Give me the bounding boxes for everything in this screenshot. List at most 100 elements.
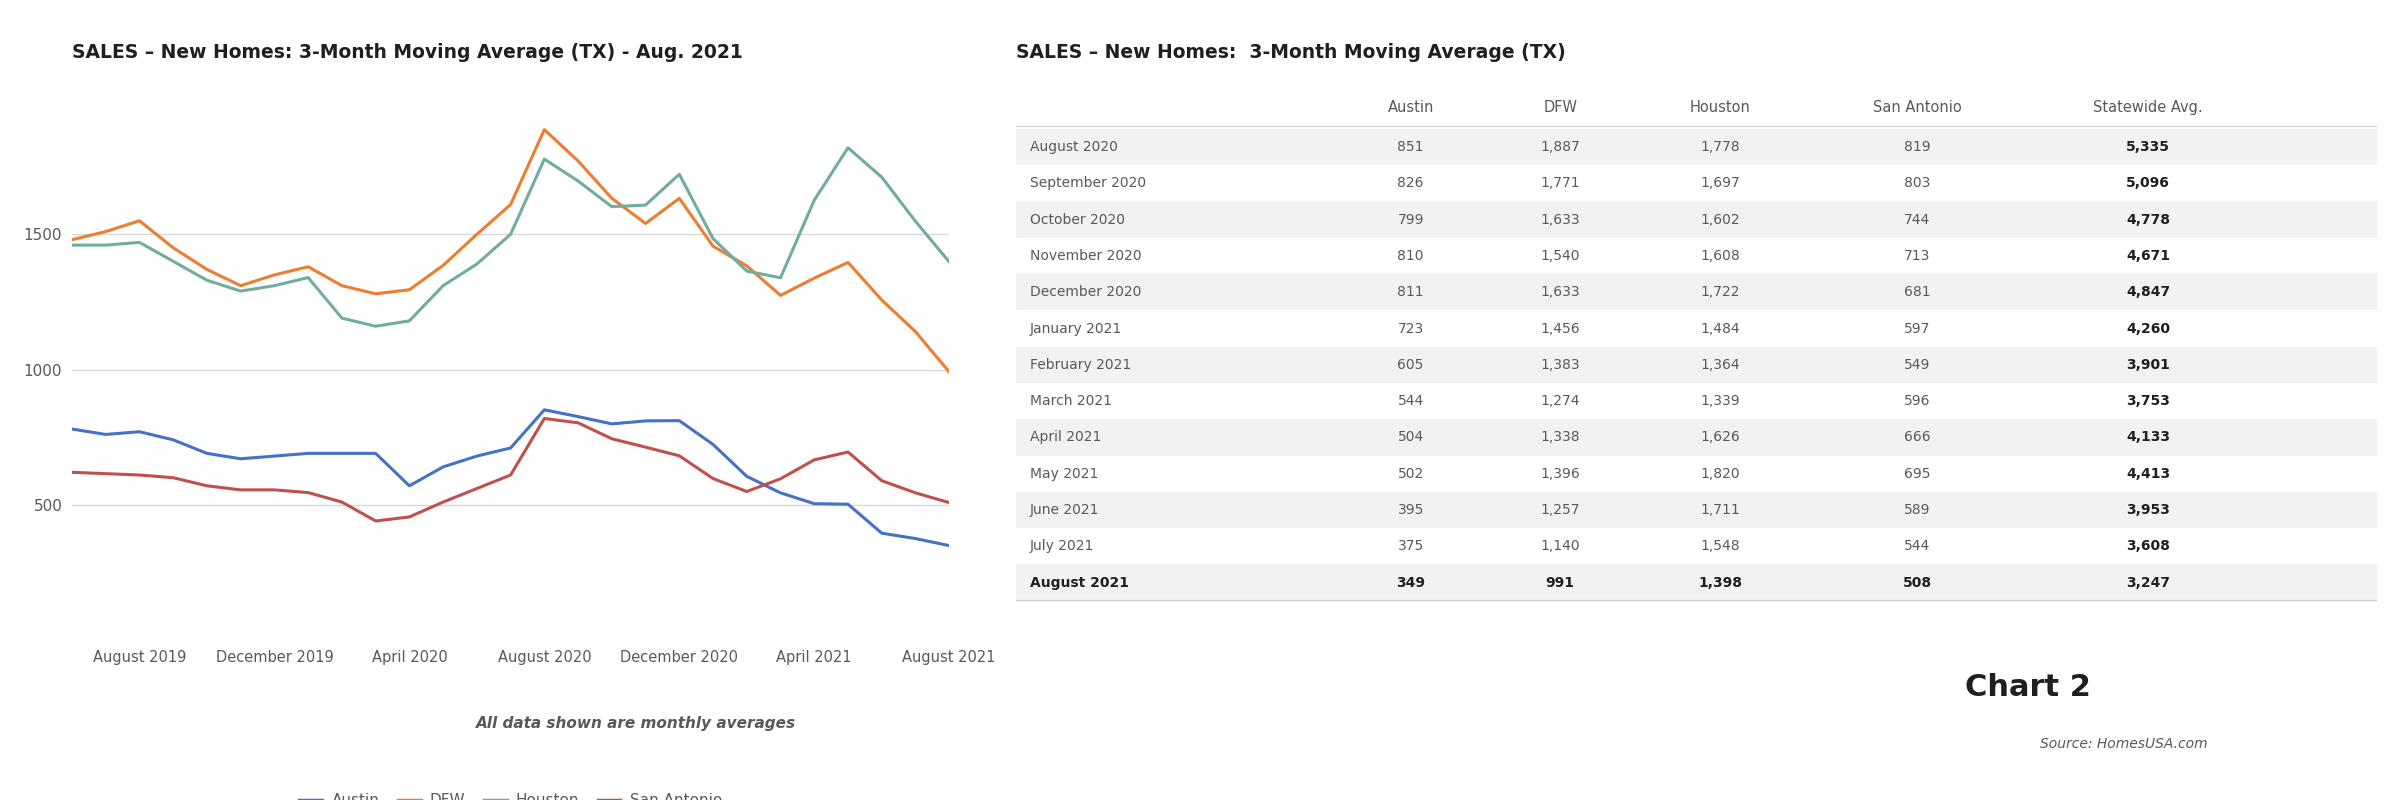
Text: October 2020: October 2020	[1030, 213, 1126, 226]
Text: 810: 810	[1397, 249, 1423, 263]
Bar	[1015, 346, 2376, 383]
Text: SALES – New Homes: 3-Month Moving Average (TX) - Aug. 2021: SALES – New Homes: 3-Month Moving Averag…	[72, 43, 742, 62]
Text: 1,820: 1,820	[1699, 466, 1740, 481]
Bar	[1015, 565, 2376, 601]
Text: 3,608: 3,608	[2126, 539, 2170, 554]
Text: 4,413: 4,413	[2126, 466, 2170, 481]
Text: 1,722: 1,722	[1699, 286, 1740, 299]
Text: 695: 695	[1903, 466, 1930, 481]
Text: 1,338: 1,338	[1541, 430, 1579, 445]
Text: 1,602: 1,602	[1699, 213, 1740, 226]
Text: 5,335: 5,335	[2126, 140, 2170, 154]
Text: 4,671: 4,671	[2126, 249, 2170, 263]
Bar	[1015, 166, 2376, 202]
Text: 1,771: 1,771	[1541, 176, 1579, 190]
Bar	[1015, 528, 2376, 565]
Text: 723: 723	[1397, 322, 1423, 335]
Text: 1,633: 1,633	[1541, 286, 1579, 299]
Text: 4,847: 4,847	[2126, 286, 2170, 299]
Text: 1,339: 1,339	[1699, 394, 1740, 408]
Text: 395: 395	[1397, 503, 1423, 517]
Bar	[1015, 492, 2376, 528]
Bar	[1015, 238, 2376, 274]
Text: May 2021: May 2021	[1030, 466, 1099, 481]
Text: 596: 596	[1903, 394, 1930, 408]
Text: 349: 349	[1397, 575, 1426, 590]
Bar	[1015, 383, 2376, 419]
Text: 549: 549	[1903, 358, 1930, 372]
Text: 799: 799	[1397, 213, 1423, 226]
Text: 1,140: 1,140	[1541, 539, 1579, 554]
Text: All data shown are monthly averages: All data shown are monthly averages	[475, 716, 797, 731]
Text: 851: 851	[1397, 140, 1423, 154]
Text: 4,778: 4,778	[2126, 213, 2170, 226]
Text: 819: 819	[1903, 140, 1930, 154]
Text: 1,398: 1,398	[1697, 575, 1742, 590]
Text: Source: HomesUSA.com: Source: HomesUSA.com	[2040, 737, 2208, 751]
Text: September 2020: September 2020	[1030, 176, 1147, 190]
Text: 544: 544	[1903, 539, 1930, 554]
Text: 1,887: 1,887	[1541, 140, 1579, 154]
Text: 544: 544	[1397, 394, 1423, 408]
Text: 811: 811	[1397, 286, 1423, 299]
Text: DFW: DFW	[1543, 100, 1577, 114]
Text: Chart 2: Chart 2	[1966, 673, 2090, 702]
Text: 605: 605	[1397, 358, 1423, 372]
Text: 3,901: 3,901	[2126, 358, 2170, 372]
Text: 1,383: 1,383	[1541, 358, 1579, 372]
Text: 1,711: 1,711	[1699, 503, 1740, 517]
Legend: Austin, DFW, Houston, San Antonio: Austin, DFW, Houston, San Antonio	[293, 787, 727, 800]
Text: April 2021: April 2021	[1030, 430, 1102, 445]
Text: August 2021: August 2021	[1030, 575, 1128, 590]
Text: 502: 502	[1397, 466, 1423, 481]
Text: 1,257: 1,257	[1541, 503, 1579, 517]
Text: 1,364: 1,364	[1699, 358, 1740, 372]
Text: 1,274: 1,274	[1541, 394, 1579, 408]
Text: 1,778: 1,778	[1699, 140, 1740, 154]
Text: 508: 508	[1903, 575, 1932, 590]
Text: 375: 375	[1397, 539, 1423, 554]
Text: 3,753: 3,753	[2126, 394, 2170, 408]
Text: 1,396: 1,396	[1541, 466, 1579, 481]
Text: 826: 826	[1397, 176, 1423, 190]
Bar	[1015, 310, 2376, 346]
Text: Austin: Austin	[1387, 100, 1433, 114]
Text: 713: 713	[1903, 249, 1930, 263]
Text: 666: 666	[1903, 430, 1930, 445]
Text: March 2021: March 2021	[1030, 394, 1111, 408]
Bar	[1015, 419, 2376, 455]
Text: 3,247: 3,247	[2126, 575, 2170, 590]
Bar	[1015, 274, 2376, 310]
Text: Statewide Avg.: Statewide Avg.	[2093, 100, 2203, 114]
Text: 1,548: 1,548	[1699, 539, 1740, 554]
Text: 803: 803	[1903, 176, 1930, 190]
Text: 991: 991	[1546, 575, 1574, 590]
Text: 1,540: 1,540	[1541, 249, 1579, 263]
Text: December 2020: December 2020	[1030, 286, 1142, 299]
Text: 681: 681	[1903, 286, 1930, 299]
Text: 5,096: 5,096	[2126, 176, 2170, 190]
Text: 1,697: 1,697	[1699, 176, 1740, 190]
Text: San Antonio: San Antonio	[1872, 100, 1961, 114]
Text: 589: 589	[1903, 503, 1930, 517]
Text: 597: 597	[1903, 322, 1930, 335]
Text: November 2020: November 2020	[1030, 249, 1142, 263]
Text: 1,484: 1,484	[1699, 322, 1740, 335]
Text: June 2021: June 2021	[1030, 503, 1099, 517]
Text: July 2021: July 2021	[1030, 539, 1094, 554]
Text: 1,626: 1,626	[1699, 430, 1740, 445]
Bar	[1015, 202, 2376, 238]
Text: Houston: Houston	[1690, 100, 1750, 114]
Text: August 2020: August 2020	[1030, 140, 1118, 154]
Bar	[1015, 129, 2376, 166]
Text: SALES – New Homes:  3-Month Moving Average (TX): SALES – New Homes: 3-Month Moving Averag…	[1015, 43, 1567, 62]
Text: 4,133: 4,133	[2126, 430, 2170, 445]
Bar	[1015, 455, 2376, 492]
Text: 504: 504	[1397, 430, 1423, 445]
Text: February 2021: February 2021	[1030, 358, 1130, 372]
Text: 3,953: 3,953	[2126, 503, 2170, 517]
Text: 4,260: 4,260	[2126, 322, 2170, 335]
Text: 1,633: 1,633	[1541, 213, 1579, 226]
Text: January 2021: January 2021	[1030, 322, 1123, 335]
Text: 744: 744	[1903, 213, 1930, 226]
